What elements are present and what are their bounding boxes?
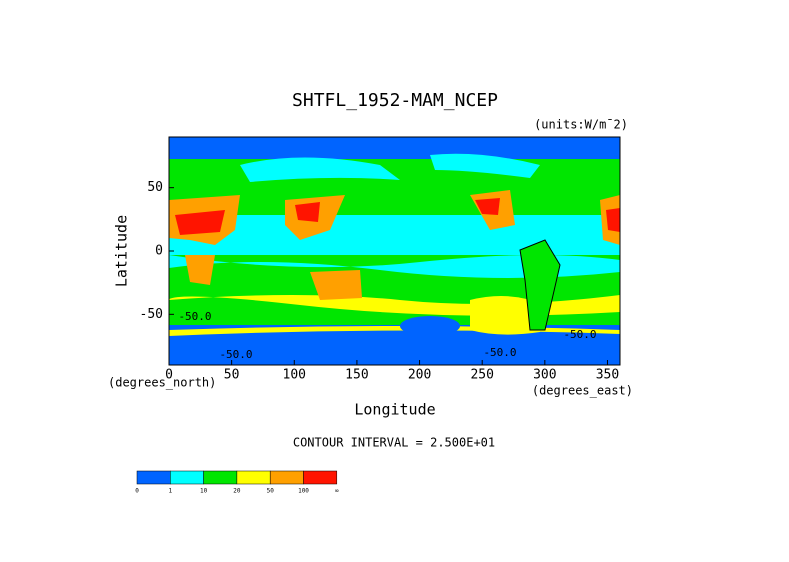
colorbar-label: 20 xyxy=(233,488,241,495)
x-tick-label: 0 xyxy=(165,368,173,383)
x-tick-label: 250 xyxy=(470,368,493,383)
colorbar-swatch xyxy=(303,470,338,485)
y-tick-label: 50 xyxy=(147,180,163,195)
x-axis-label: Longitude xyxy=(354,401,435,419)
x-tick-label: 300 xyxy=(533,368,556,383)
contour-label: -50.0 xyxy=(219,348,252,361)
colorbar-swatch xyxy=(236,470,271,485)
colorbar-label: ∞ xyxy=(335,488,339,495)
y-unit-label: (degrees_north) xyxy=(108,376,216,390)
contour-label: -50.0 xyxy=(563,328,596,341)
colorbar-swatch xyxy=(203,470,238,485)
contour-interval: CONTOUR INTERVAL = 2.500E+01 xyxy=(293,436,495,450)
units-label: (units:W/m¯2) xyxy=(534,118,628,132)
x-tick-label: 50 xyxy=(224,368,240,383)
y-tick-label: -50 xyxy=(140,307,163,322)
colorbar-swatch xyxy=(170,470,204,485)
x-unit-label: (degrees_east) xyxy=(532,384,633,398)
map-field xyxy=(169,137,620,365)
x-tick-label: 100 xyxy=(283,368,306,383)
colorbar-label: 0 xyxy=(135,488,139,495)
y-tick-label: 0 xyxy=(155,244,163,259)
x-tick-label: 200 xyxy=(408,368,431,383)
colorbar-label: 50 xyxy=(267,488,275,495)
colorbar-label: 10 xyxy=(200,488,208,495)
y-axis-label: Latitude xyxy=(113,215,131,287)
colorbar-label: 1 xyxy=(168,488,172,495)
chart-title: SHTFL_1952-MAM_NCEP xyxy=(292,90,498,111)
contour-label: -50.0 xyxy=(178,310,211,323)
contour-label: -50.0 xyxy=(483,346,516,359)
x-tick-label: 350 xyxy=(596,368,619,383)
colorbar-swatch xyxy=(269,470,304,485)
colorbar-swatch xyxy=(136,470,171,485)
colorbar-label: 100 xyxy=(298,488,309,495)
x-tick-label: 150 xyxy=(345,368,368,383)
